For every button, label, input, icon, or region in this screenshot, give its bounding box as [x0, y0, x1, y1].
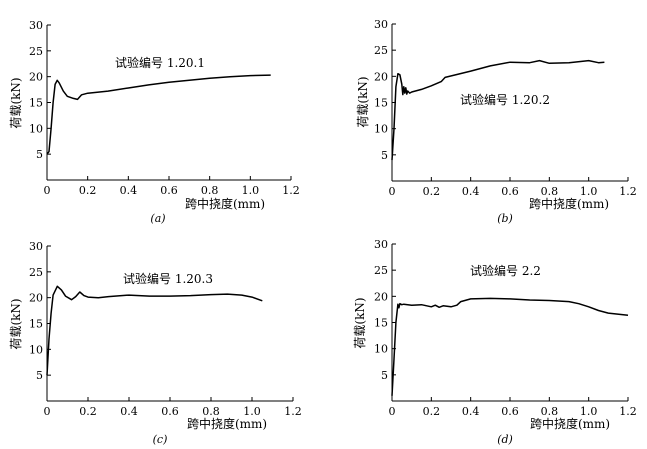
x-tick-label: 0.4 — [120, 184, 138, 197]
chart-panel-1: 0 0.2 0.4 0.6 0.8 1.0 1.2 5 10 15 20 25 30 荷载(kN) 跨中挠度… — [9, 19, 300, 225]
panel-caption: (b) — [497, 212, 513, 225]
y-tick-label: 25 — [374, 264, 388, 277]
x-tick-label: 1.2 — [282, 184, 300, 197]
x-axis-label: 跨中挠度(mm) — [530, 416, 610, 431]
load-deflection-line — [46, 74, 271, 155]
y-tick-label: 25 — [29, 266, 43, 279]
x-tick-label: 0 — [389, 405, 396, 418]
x-tick-label: 0.2 — [423, 185, 441, 198]
x-tick-label: 0.6 — [501, 185, 519, 198]
y-tick-label: 15 — [29, 318, 43, 331]
panel-caption: (a) — [150, 212, 165, 225]
y-tick-label: 5 — [381, 369, 388, 382]
x-tick-label: 1.0 — [242, 184, 260, 197]
x-axis-label: 跨中挠度(mm) — [187, 416, 267, 431]
x-tick-label: 1.2 — [619, 185, 637, 198]
y-tick-label: 20 — [374, 70, 388, 83]
y-tick-label: 10 — [374, 123, 388, 136]
x-axis-label: 跨中挠度(mm) — [529, 196, 609, 211]
y-tick-label: 5 — [36, 148, 43, 161]
load-deflection-line — [46, 285, 263, 376]
x-tick-label: 0.2 — [79, 184, 97, 197]
load-deflection-line — [391, 297, 629, 396]
y-tick-label: 20 — [374, 290, 388, 303]
specimen-annotation: 试验编号 1.20.1 — [115, 55, 205, 70]
x-tick-label: 0.6 — [160, 184, 178, 197]
x-tick-label: 0.6 — [501, 405, 519, 418]
x-tick-label: 0.8 — [541, 405, 559, 418]
x-tick-label: 1.0 — [580, 405, 598, 418]
y-tick-label: 15 — [374, 97, 388, 110]
y-tick-label: 20 — [29, 292, 43, 305]
x-tick-label: 0 — [44, 184, 51, 197]
x-tick-label: 1.2 — [284, 405, 302, 418]
y-tick-label: 10 — [29, 122, 43, 135]
x-tick-label: 0.4 — [462, 185, 480, 198]
chart-panel-3: 0 0.2 0.4 0.6 0.8 1.0 1.2 5 10 15 20 25 30 荷载(kN) 跨中挠度… — [9, 240, 302, 446]
y-tick-label: 5 — [381, 149, 388, 162]
y-tick-label: 30 — [29, 240, 43, 253]
y-tick-label: 30 — [29, 19, 43, 32]
load-deflection-line — [391, 59, 605, 161]
y-tick-label: 15 — [29, 97, 43, 110]
x-tick-label: 1.0 — [243, 405, 261, 418]
y-axis-label: 荷载(kN) — [353, 297, 367, 348]
y-axis-label: 荷载(kN) — [9, 298, 23, 349]
x-tick-label: 0.8 — [201, 184, 219, 197]
x-tick-label: 1.2 — [619, 405, 637, 418]
chart-panel-2: 0 0.2 0.4 0.6 0.8 1.0 1.2 5 10 15 20 25 30 荷载(kN) 跨中挠度… — [356, 18, 637, 225]
y-tick-label: 25 — [29, 45, 43, 58]
chart-panel-4: 0 0.2 0.4 0.6 0.8 1.0 1.2 5 10 15 20 25 30 荷载(kN) 跨中挠度… — [353, 238, 637, 446]
y-tick-label: 10 — [29, 343, 43, 356]
y-tick-label: 10 — [374, 343, 388, 356]
x-tick-label: 0 — [389, 185, 396, 198]
x-tick-label: 0.2 — [423, 405, 441, 418]
specimen-annotation: 试验编号 2.2 — [470, 263, 541, 278]
x-tick-label: 0 — [44, 405, 51, 418]
x-tick-label: 0.2 — [79, 405, 97, 418]
y-axis-label: 荷载(kN) — [9, 77, 23, 128]
specimen-annotation: 试验编号 1.20.3 — [123, 271, 213, 286]
y-tick-label: 25 — [374, 44, 388, 57]
y-tick-label: 20 — [29, 71, 43, 84]
x-tick-label: 0.8 — [202, 405, 220, 418]
y-tick-label: 15 — [374, 317, 388, 330]
panel-caption: (d) — [497, 433, 513, 446]
specimen-annotation: 试验编号 1.20.2 — [460, 92, 550, 107]
x-tick-label: 0.4 — [120, 405, 138, 418]
x-tick-label: 0.6 — [161, 405, 179, 418]
y-tick-label: 30 — [374, 18, 388, 31]
y-tick-label: 30 — [374, 238, 388, 251]
y-tick-label: 5 — [36, 369, 43, 382]
x-tick-label: 0.4 — [462, 405, 480, 418]
panel-caption: (c) — [153, 433, 168, 446]
x-tick-label: 0.8 — [541, 185, 559, 198]
x-tick-label: 1.0 — [580, 185, 598, 198]
x-axis-label: 跨中挠度(mm) — [185, 196, 265, 211]
y-axis-label: 荷载(kN) — [356, 76, 370, 127]
